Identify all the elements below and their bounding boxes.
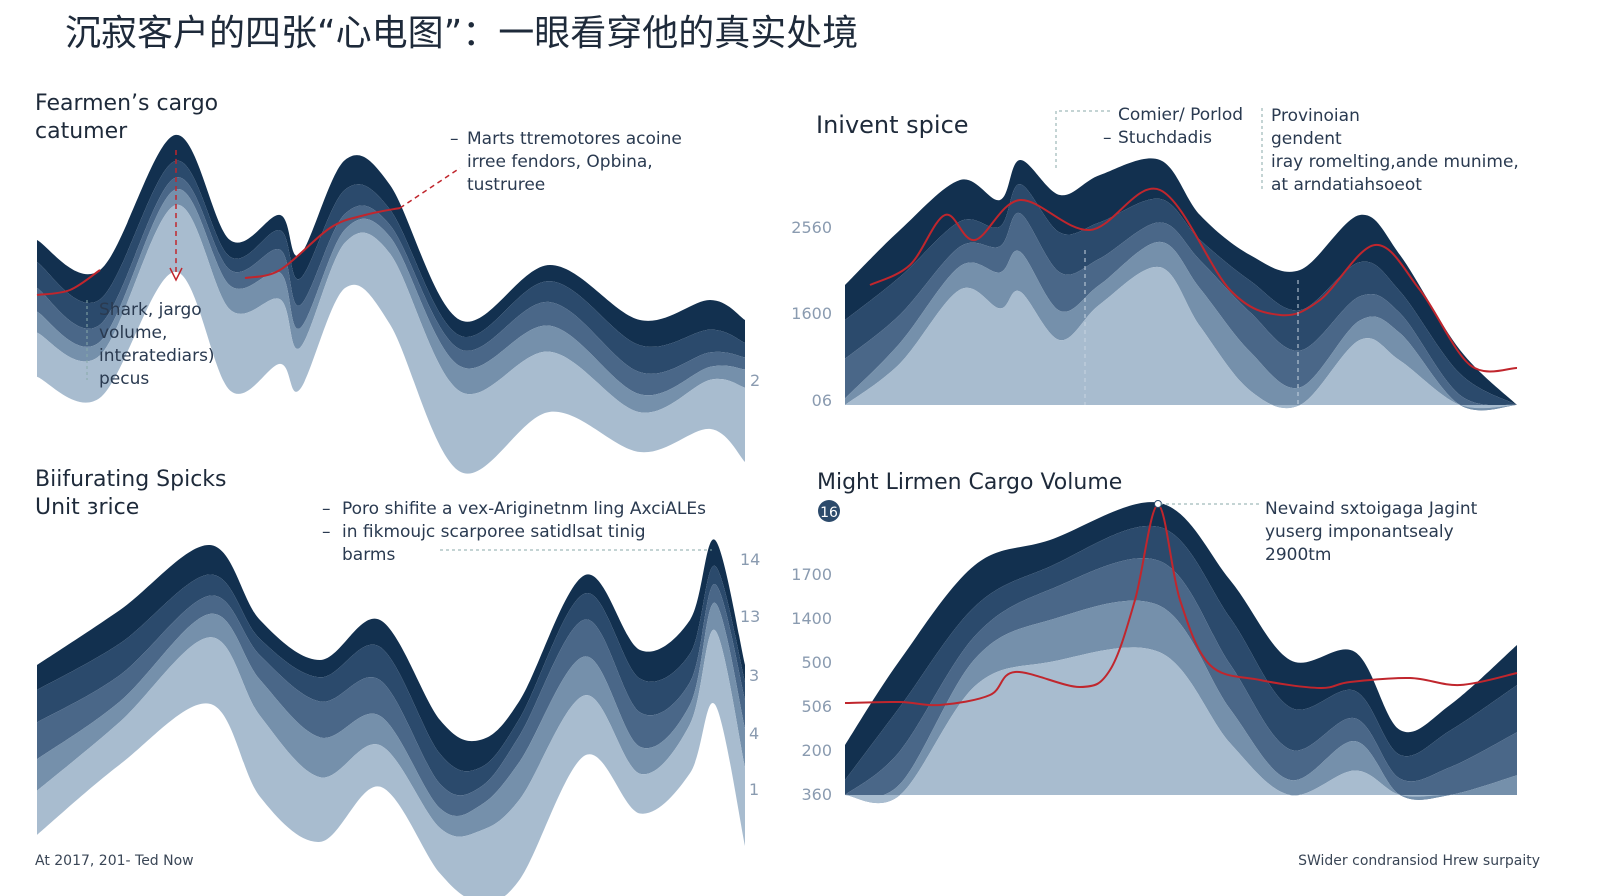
annotation: Nevaind sxtoigaga Jagint [1265, 499, 1478, 519]
note: Provinoian [1271, 106, 1360, 126]
area-band [845, 525, 1517, 795]
tick-label: 3 [749, 666, 759, 685]
annotation: Comier/ Porlod [1118, 105, 1243, 125]
dash: – [1103, 128, 1112, 148]
dash: – [322, 499, 331, 519]
tick-label: 360 [801, 785, 832, 804]
area-band [845, 558, 1517, 800]
area-band [37, 539, 745, 772]
tick-label: 200 [801, 741, 832, 760]
annotation: tustruree [467, 175, 545, 195]
tick-label: 2560 [791, 218, 832, 237]
annotation: Poro shifite a vex-Ariginetnm ling AxciA… [342, 499, 706, 519]
note: gendent [1271, 129, 1342, 149]
panel-title: Biifurating Spicks [35, 467, 227, 492]
area-band [37, 160, 745, 374]
tick-label: 14 [740, 550, 760, 569]
dash: – [450, 129, 459, 149]
annotation: 2900tm [1265, 545, 1332, 565]
area-band [37, 204, 745, 474]
note: volume, [99, 323, 167, 343]
note: at arndatiahsoeot [1271, 175, 1422, 195]
note: iray romelting,ande munime, [1271, 152, 1519, 172]
trend-line [244, 207, 401, 279]
trend-line [399, 167, 461, 209]
page-title: 沉寂客户的四张“心电图”：一眼看穿他的真实处境 [65, 13, 858, 54]
note: interatediars) [99, 346, 215, 366]
area-band [37, 584, 745, 817]
footer-right: SWider condransiod Hrew surpaity [1298, 853, 1540, 869]
tick-label: 1600 [791, 304, 832, 323]
tick-label: 1 [749, 780, 759, 799]
trend-line [869, 187, 1518, 373]
panel-title: Unit ɜrice [35, 495, 139, 520]
note: Shark, jargo [99, 300, 202, 320]
guide [1055, 110, 1110, 170]
annotation: barms [342, 545, 395, 565]
area-band [845, 212, 1517, 411]
area-band [37, 188, 745, 413]
area-band [37, 134, 745, 347]
tick-label: 06 [812, 391, 832, 410]
area-band [845, 647, 1517, 804]
area-band [845, 241, 1517, 411]
trend-line [36, 269, 101, 296]
tick-label: 500 [801, 653, 832, 672]
tick-label: 1700 [791, 565, 832, 584]
annotation: irree fendors, Opbina, [467, 152, 653, 172]
tick-label: 506 [801, 697, 832, 716]
annotation: yuserg imponantsealy [1265, 522, 1454, 542]
area-band [37, 177, 745, 396]
area-band [845, 266, 1517, 409]
area-band [845, 158, 1517, 405]
tick-label: 2 [750, 371, 760, 390]
panel-title: Inivent spice [816, 111, 969, 139]
area-band [37, 630, 745, 896]
area-band [37, 565, 745, 796]
area-band [845, 502, 1517, 780]
tick-label: 1400 [791, 609, 832, 628]
area-band [845, 600, 1517, 804]
annotation: Stuchdadis [1118, 128, 1212, 148]
arrow-head [169, 267, 183, 282]
panel-title: Might Lirmen Cargo Volume [817, 470, 1122, 495]
footer-left: At 2017, 201- Ted Now [35, 853, 194, 869]
stream-areas [36, 134, 1518, 896]
area-band [845, 184, 1517, 406]
note: pecus [99, 369, 149, 389]
panel-title: catumer [35, 119, 128, 144]
dash: – [322, 522, 331, 542]
annotation: Marts ttremotores acoine [467, 129, 682, 149]
badge [818, 500, 840, 522]
badge-label: 16 [820, 505, 838, 521]
tick-label: 4 [749, 724, 759, 743]
panel-title: Fearmen’s cargo [35, 91, 218, 116]
tick-label: 13 [740, 607, 760, 626]
annotation: in fikmoujc scarporee satidlsat tinig [342, 522, 646, 542]
